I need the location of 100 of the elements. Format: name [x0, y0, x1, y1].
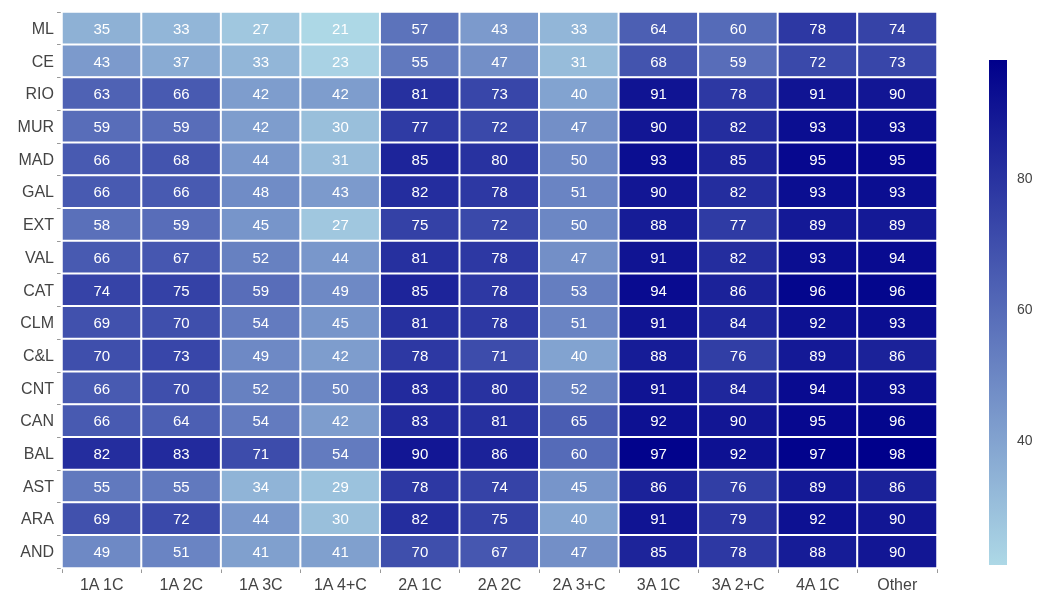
data-label: 91	[809, 85, 827, 103]
data-label: 96	[888, 412, 906, 430]
data-label: 75	[411, 216, 429, 234]
data-label: 42	[332, 85, 349, 103]
data-label: 30	[332, 117, 349, 135]
data-label: 75	[172, 281, 190, 299]
y-tick-label: C&L	[22, 346, 55, 364]
data-label: 96	[888, 281, 906, 299]
data-label: 90	[650, 117, 667, 135]
data-label: 78	[411, 477, 429, 495]
data-label: 82	[411, 510, 429, 528]
data-label: 44	[252, 510, 270, 528]
data-label: 85	[729, 150, 747, 168]
data-label: 95	[809, 150, 827, 168]
data-label: 51	[570, 314, 588, 332]
data-label: 66	[93, 379, 111, 397]
y-tick-label: EXT	[22, 216, 55, 234]
data-label: 91	[650, 510, 667, 528]
data-label: 27	[332, 216, 349, 234]
data-label: 35	[93, 19, 111, 37]
data-label: 88	[650, 216, 667, 234]
y-tick-label: VAL	[24, 248, 55, 266]
data-label: 97	[650, 445, 667, 463]
data-label: 82	[729, 248, 747, 266]
data-label: 47	[570, 117, 588, 135]
data-label: 90	[888, 543, 906, 561]
data-label: 71	[252, 445, 270, 463]
data-label: 30	[332, 510, 349, 528]
data-label: 78	[491, 314, 508, 332]
data-label: 71	[491, 346, 508, 364]
data-label: 40	[570, 510, 588, 528]
data-label: 73	[491, 85, 508, 103]
data-label: 86	[888, 346, 906, 364]
y-tick-label: CAN	[20, 412, 54, 430]
data-label: 43	[491, 19, 508, 37]
data-label: 23	[332, 52, 349, 70]
color-bar-label: 40	[1017, 432, 1033, 449]
data-label: 81	[491, 412, 508, 430]
data-label: 70	[93, 346, 111, 364]
data-label: 42	[252, 85, 270, 103]
data-label: 67	[172, 248, 190, 266]
data-label: 66	[93, 248, 111, 266]
data-label: 51	[570, 183, 588, 201]
data-label: 74	[491, 477, 508, 495]
data-label: 93	[809, 248, 827, 266]
data-label: 90	[888, 510, 906, 528]
x-tick-label: 1A 3C	[239, 575, 283, 593]
data-label: 93	[809, 183, 827, 201]
data-label: 77	[729, 216, 747, 234]
data-label: 57	[411, 19, 429, 37]
data-label: 68	[650, 52, 667, 70]
data-label: 68	[172, 150, 190, 168]
y-tick-label: ML	[31, 19, 55, 37]
y-tick-label: CLM	[20, 314, 54, 332]
data-label: 74	[888, 19, 906, 37]
data-label: 86	[729, 281, 747, 299]
data-label: 66	[93, 183, 111, 201]
data-label: 78	[411, 346, 429, 364]
data-label: 94	[888, 248, 906, 266]
x-tick-label: Other	[877, 575, 918, 593]
data-label: 45	[252, 216, 270, 234]
data-label: 60	[570, 445, 588, 463]
data-label: 55	[93, 477, 111, 495]
y-tick-label: ARA	[21, 510, 55, 528]
y-tick-label: MAD	[18, 150, 54, 168]
x-tick-label: 4A 1C	[795, 575, 840, 593]
data-label: 41	[252, 543, 270, 561]
data-label: 52	[252, 379, 270, 397]
data-label: 75	[491, 510, 508, 528]
data-label: 44	[332, 248, 349, 266]
data-label: 72	[172, 510, 190, 528]
data-label: 64	[172, 412, 190, 430]
data-label: 95	[809, 412, 827, 430]
data-label: 84	[729, 314, 747, 332]
data-label: 92	[809, 510, 827, 528]
data-label: 94	[650, 281, 667, 299]
data-label: 66	[93, 412, 111, 430]
data-label: 66	[172, 183, 190, 201]
y-tick-label: BAL	[23, 445, 55, 463]
data-label: 43	[93, 52, 111, 70]
data-label: 50	[332, 379, 349, 397]
data-label: 64	[650, 19, 667, 37]
data-label: 70	[172, 379, 190, 397]
data-label: 69	[93, 314, 111, 332]
data-label: 49	[93, 543, 111, 561]
data-label: 58	[93, 216, 111, 234]
data-label: 21	[332, 19, 349, 37]
data-label: 40	[570, 85, 588, 103]
data-label: 59	[93, 117, 111, 135]
data-label: 85	[411, 150, 429, 168]
data-label: 54	[332, 445, 349, 463]
y-tick-label: AND	[20, 543, 54, 561]
x-tick-label: 1A 4+C	[313, 575, 367, 593]
data-label: 92	[809, 314, 827, 332]
data-label: 60	[729, 19, 747, 37]
data-label: 47	[570, 543, 588, 561]
data-label: 63	[93, 85, 111, 103]
data-label: 85	[650, 543, 667, 561]
data-label: 81	[411, 85, 429, 103]
data-label: 67	[491, 543, 508, 561]
